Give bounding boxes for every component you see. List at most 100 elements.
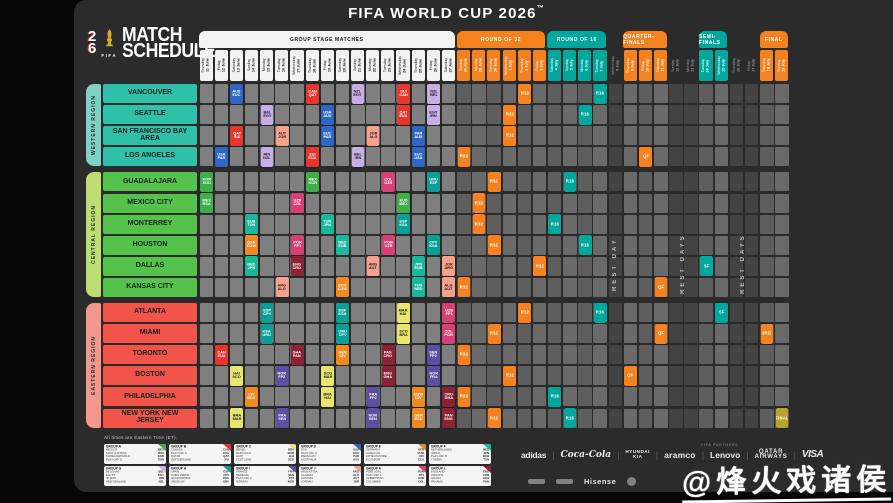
grid-cell (669, 214, 683, 234)
grid-cell (563, 147, 577, 167)
grid-cell (729, 366, 744, 386)
date-column-20: Wednesday 1 July (502, 50, 516, 81)
grid-cell (532, 366, 547, 386)
match-cell-text: R32 (490, 331, 499, 336)
match-cell-text: R16 (565, 415, 575, 421)
date-label: Wednesday 17 June (292, 56, 301, 75)
grid-cell (775, 105, 789, 125)
fifa-partners-caption: FIFA PARTNERS (701, 443, 739, 447)
date-column-32: Monday 13 July (684, 50, 697, 81)
match-cell-text: URU ESP (429, 177, 438, 186)
grid-cell (547, 126, 562, 146)
date-column-37: Saturday 18 July (760, 50, 774, 81)
date-label: Monday 15 June (262, 58, 271, 73)
grid-cell (275, 193, 289, 213)
sponsor-row-primary: adidas | Coca-Cola | HYUNDAI KIA | aramco | Lenov… (521, 449, 824, 461)
group-team-row: COTE D'IVOIRE CIV (366, 455, 424, 459)
grid-cell (275, 105, 289, 125)
grid-cell (229, 214, 244, 234)
knockout-match-cell: R32 (487, 408, 501, 429)
grid-cell (578, 126, 592, 146)
date-column-36: Friday 17 July (745, 50, 758, 81)
grid-cell (623, 303, 638, 323)
grid-cell (472, 235, 486, 255)
grid-cell (654, 303, 668, 323)
grid-cell (320, 303, 335, 323)
grid-cell (684, 345, 698, 365)
grid-cell (305, 256, 320, 276)
grid-cell (290, 147, 304, 167)
grid-cell (684, 235, 698, 255)
match-cell: EUD MEX (396, 193, 410, 214)
date-label: Monday 22 June (368, 58, 377, 73)
date-label: Thursday 9 July (625, 58, 635, 73)
grid-cell (532, 303, 547, 323)
grid-cell (547, 172, 562, 192)
grid-cell (547, 235, 562, 255)
grid-cell (517, 126, 532, 146)
grid-cell (775, 147, 789, 167)
grid-cell (654, 256, 668, 276)
grid-cell (502, 408, 517, 428)
grid-cell (275, 84, 289, 104)
grid-cell (320, 147, 335, 167)
grid-cell (699, 387, 713, 407)
grid-cell (623, 235, 638, 255)
grid-cell (426, 387, 441, 407)
grid-cell (396, 345, 410, 365)
date-label: Sunday 28 June (459, 58, 468, 73)
grid-cell (426, 324, 441, 344)
grid-cell (381, 126, 395, 146)
timezone-note: All times are Eastern Time (ET). (104, 435, 178, 440)
date-label: Tuesday 16 June (277, 58, 286, 73)
grid-cell (290, 84, 304, 104)
city-label-13: BOSTON (103, 366, 197, 386)
grid-cell (623, 105, 638, 125)
date-column-24: Sunday 5 July (563, 50, 577, 81)
coca-cola-logo: Coca-Cola (560, 449, 612, 460)
grid-cell (623, 256, 638, 276)
grid-cell (199, 126, 214, 146)
date-label: Monday 6 July (580, 59, 589, 72)
grid-cell (729, 172, 744, 192)
match-cell-text: UZB FP1 (444, 308, 453, 316)
grid-cell (547, 256, 562, 276)
group-box-content: GROUP K PORTUGAL POR PLAY-OFF 1 FP1 UZBEKISTA… (364, 466, 426, 486)
grid-cell (260, 214, 274, 234)
grid-cell (305, 408, 320, 428)
grid-cell (699, 172, 713, 192)
date-label: Thursday 25 June (413, 58, 423, 73)
grid-cell (729, 105, 744, 125)
grid-cell (199, 366, 214, 386)
grid-cell (351, 387, 365, 407)
grid-cell (623, 345, 638, 365)
grid-cell (441, 172, 456, 192)
grid-cell (729, 256, 744, 276)
match-cell-text: EUB TUN (247, 219, 256, 228)
match-cell-text: R32 (505, 112, 514, 117)
grid-cell (305, 105, 320, 125)
group-box-content: GROUP E GERMANY GER CURACAO CUW COTE D'IVOIRE… (364, 444, 426, 464)
grid-cell (517, 172, 532, 192)
match-cell: TUN NED (412, 277, 425, 298)
grid-cell (366, 345, 380, 365)
match-cell-text: R16 (550, 222, 559, 227)
grid-cell (472, 172, 486, 192)
date-label: Sunday 12 July (671, 59, 680, 72)
grid-cell (775, 345, 789, 365)
grid-cell (729, 303, 744, 323)
grid-cell (578, 345, 592, 365)
grid-cell (366, 172, 380, 192)
city-label-9: KANSAS CITY (103, 277, 197, 297)
knockout-match-cell: R32 (472, 214, 486, 235)
match-cell-text: R32 (490, 243, 499, 248)
date-label: Sunday 19 July (777, 59, 786, 72)
grid-cell (199, 277, 214, 297)
grid-cell (305, 214, 320, 234)
grid-cell (608, 84, 623, 104)
grid-cell (532, 408, 547, 428)
grid-cell (729, 193, 744, 213)
match-cell-text: FINAL (775, 415, 789, 421)
match-cell: IRN NZL (260, 146, 274, 167)
grid-cell (775, 324, 789, 344)
